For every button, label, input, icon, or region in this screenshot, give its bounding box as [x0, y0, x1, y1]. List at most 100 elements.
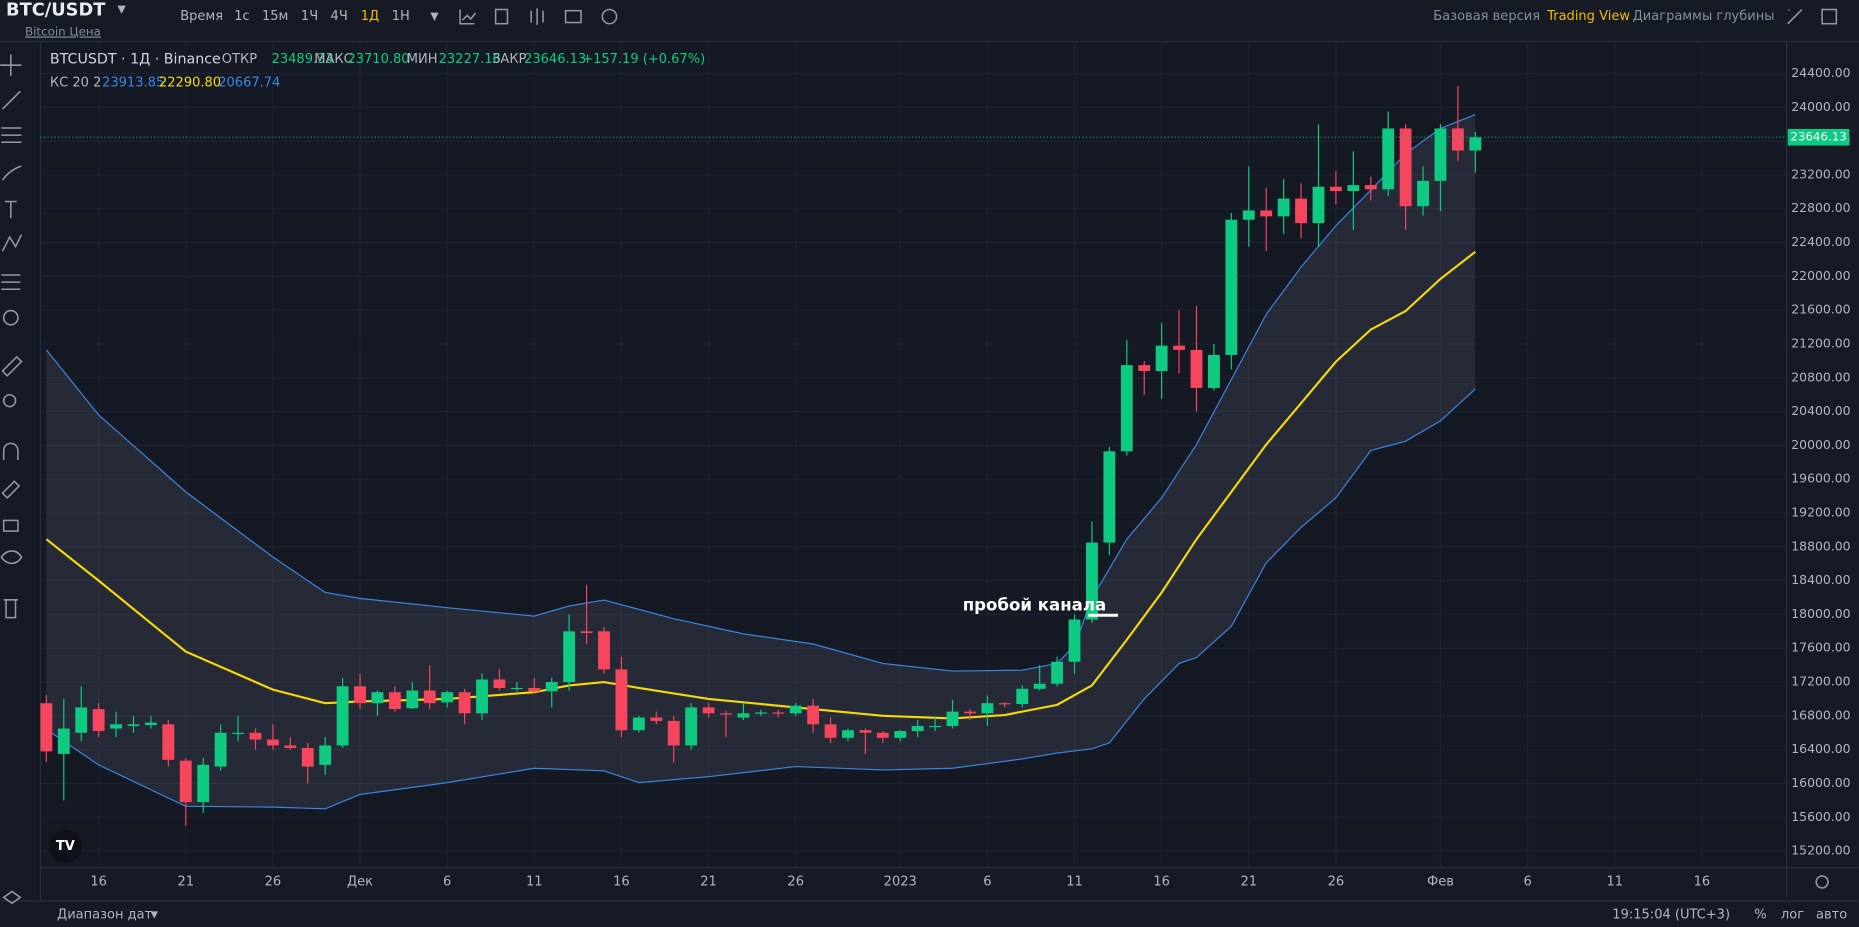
candle-body [336, 686, 349, 746]
emoji-tool[interactable] [2, 309, 19, 326]
candle-body [1312, 186, 1325, 224]
x-tick-label: 26 [265, 874, 282, 889]
interval-button[interactable]: Время [180, 9, 223, 24]
candle-body [214, 732, 227, 767]
candle-body [1329, 186, 1342, 192]
channel-tool[interactable] [1, 127, 22, 144]
visibility-tool[interactable] [0, 550, 23, 565]
legend-value: 23227.16 [439, 52, 501, 67]
x-tick-label: Фев [1427, 874, 1454, 889]
x-tick-label: 16 [1694, 874, 1711, 889]
crosshair-tool[interactable] [0, 54, 22, 76]
candle-body [737, 713, 750, 718]
y-tick-label: 23200.00 [1791, 166, 1850, 181]
date-range-dropdown[interactable]: ▼ [151, 910, 159, 921]
y-tick-label: 15200.00 [1791, 843, 1850, 858]
candle-body [144, 722, 157, 726]
candle-body [580, 631, 593, 634]
text-tool[interactable] [4, 200, 17, 219]
interval-dropdown[interactable]: ▼ [430, 10, 439, 23]
lock-tool[interactable] [2, 519, 19, 532]
y-tick-label: 21600.00 [1791, 302, 1850, 317]
candle-body [371, 692, 384, 704]
layout-button[interactable] [1821, 8, 1838, 25]
band-line [45, 114, 1476, 672]
candle-body [528, 687, 541, 692]
interval-button[interactable]: 15м [262, 9, 288, 24]
scale-option[interactable]: лог [1781, 908, 1804, 923]
layers-tool[interactable] [2, 890, 22, 905]
view-button[interactable]: Диаграммы глубины [1633, 9, 1775, 24]
interval-button[interactable]: 1с [234, 9, 249, 24]
subtitle[interactable]: Bitcoin Цена [25, 25, 101, 39]
clock: 19:15:04 (UTC+3) [1612, 908, 1730, 923]
candle-body [545, 682, 558, 692]
date-range[interactable]: Диапазон дат [57, 908, 153, 923]
x-tick-label: 6 [443, 874, 451, 889]
zoom-tool[interactable] [2, 393, 17, 408]
candle-body [319, 745, 332, 765]
candle-body [824, 724, 837, 738]
candle-body [876, 732, 889, 738]
interval-button[interactable]: 1Н [392, 9, 410, 24]
chart-type-button[interactable] [530, 8, 544, 25]
price-label: 23646.13 [1790, 130, 1847, 144]
magnet-tool[interactable] [2, 442, 19, 460]
candle-body [1155, 345, 1168, 372]
candle-body [1225, 219, 1238, 355]
y-tick-label: 18800.00 [1791, 538, 1850, 553]
indicator-button[interactable] [459, 9, 477, 25]
candle-body [1051, 661, 1064, 684]
interval-button[interactable]: 1Ч [301, 9, 318, 24]
candle-body [1295, 198, 1307, 224]
candle-body [685, 707, 698, 746]
candle-body [946, 711, 959, 726]
x-tick-label: 21 [700, 874, 717, 889]
candle-body [249, 732, 262, 740]
settings-button[interactable] [1815, 875, 1829, 889]
y-tick-label: 18000.00 [1791, 606, 1850, 621]
lock-draw-tool[interactable] [1, 480, 21, 499]
y-tick-label: 17600.00 [1791, 640, 1850, 655]
fullscreen-button[interactable] [1787, 8, 1803, 25]
screenshot-button[interactable] [564, 9, 582, 24]
candle-body [964, 711, 976, 714]
candle-body [266, 739, 279, 746]
candle-body [510, 687, 523, 690]
symbol[interactable]: BTC/USDT [6, 0, 106, 21]
candle-body [1208, 354, 1220, 388]
candle-body [406, 690, 419, 709]
candle-body [929, 725, 942, 728]
candle-body [493, 679, 506, 688]
y-tick-label: 24000.00 [1791, 99, 1850, 114]
interval-button[interactable]: 4Ч [331, 9, 348, 24]
scale-option[interactable]: % [1754, 908, 1766, 923]
interval-button[interactable]: 1Д [361, 9, 379, 24]
ruler-tool[interactable] [1, 355, 23, 377]
view-button[interactable]: Базовая версия [1433, 9, 1540, 24]
line-tool[interactable] [1, 90, 21, 110]
candle-body [1190, 349, 1203, 388]
candle-body [598, 631, 610, 670]
x-tick-label: 11 [1606, 874, 1623, 889]
delete-tool[interactable] [3, 599, 18, 619]
candle-body [563, 631, 576, 683]
fib-tool[interactable] [1, 274, 21, 291]
brush-tool[interactable] [1, 165, 22, 181]
candle-body [894, 731, 907, 738]
view-button[interactable]: Trading View [1546, 9, 1630, 24]
candle-body [667, 720, 680, 746]
candle-body [179, 760, 192, 803]
x-tick-label: 16 [90, 874, 107, 889]
candle-body [441, 692, 454, 703]
scale-option[interactable]: авто [1816, 908, 1847, 923]
candle-body [110, 724, 122, 729]
price-label-box [1787, 128, 1850, 146]
candle-body [232, 732, 244, 734]
symbol-dropdown[interactable]: ▼ [117, 2, 126, 15]
add-button[interactable] [601, 8, 618, 25]
template-button[interactable] [494, 8, 509, 25]
pattern-tool[interactable] [1, 234, 23, 252]
y-tick-label: 24400.00 [1791, 65, 1850, 80]
